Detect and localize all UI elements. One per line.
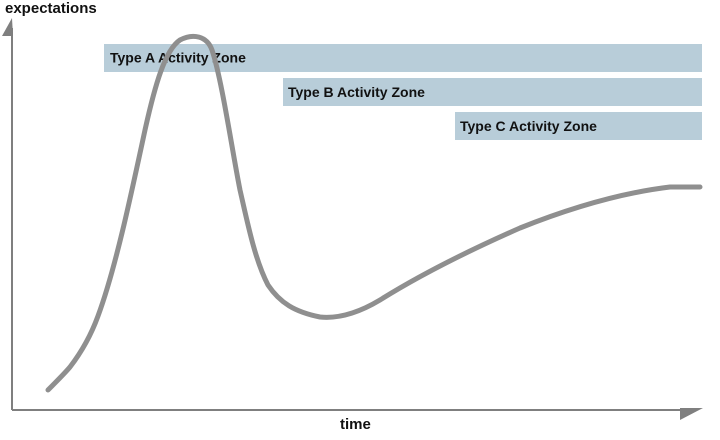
- zone-b-bar: [283, 78, 702, 106]
- x-axis-label: time: [340, 416, 371, 433]
- y-axis-label: expectations: [5, 0, 97, 17]
- zone-c-bar: [455, 112, 702, 140]
- zone-a-bar: [104, 44, 702, 72]
- zone-a-label: Type A Activity Zone: [110, 50, 246, 66]
- zone-c-label: Type C Activity Zone: [460, 118, 597, 134]
- x-axis-arrow: [680, 408, 703, 420]
- axes: [2, 18, 703, 420]
- y-axis-arrow: [2, 18, 13, 36]
- activity-zones: Type A Activity Zone Type B Activity Zon…: [104, 44, 702, 140]
- zone-b-label: Type B Activity Zone: [288, 84, 425, 100]
- expectations-curve: [45, 33, 703, 393]
